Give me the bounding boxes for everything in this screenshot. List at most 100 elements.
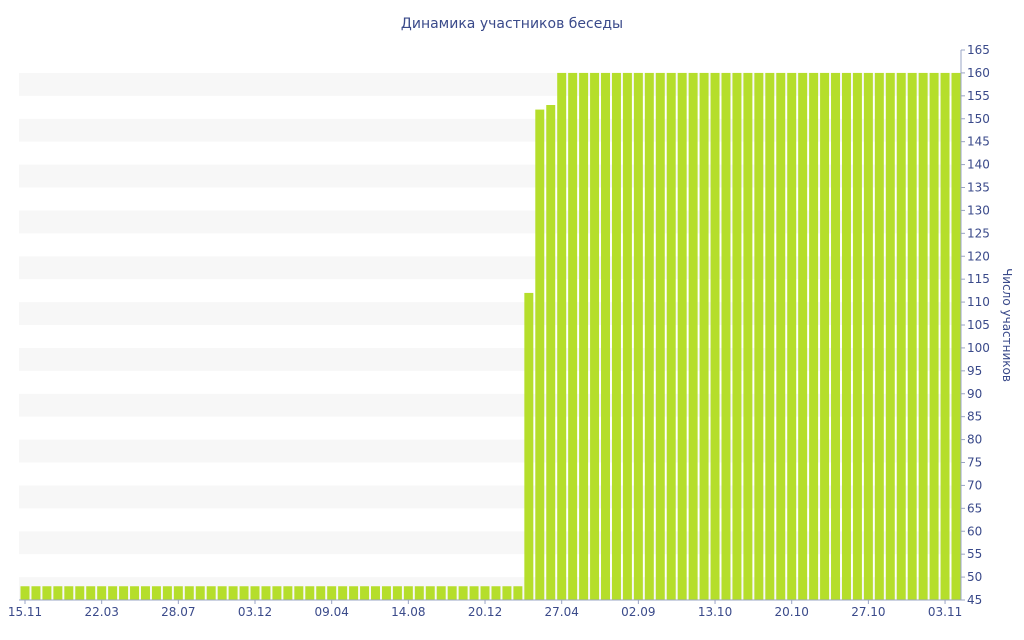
bar xyxy=(491,586,501,600)
bar xyxy=(195,586,205,600)
y-tick-label: 65 xyxy=(967,501,982,515)
y-tick-label: 50 xyxy=(967,570,982,584)
grid-band xyxy=(19,141,961,165)
bar xyxy=(590,72,600,600)
bar xyxy=(316,586,326,600)
bar xyxy=(929,72,939,600)
bar xyxy=(447,586,457,600)
bar xyxy=(820,72,830,600)
y-tick-label: 125 xyxy=(967,226,990,240)
bar xyxy=(53,586,63,600)
grid-band xyxy=(19,210,961,234)
bar xyxy=(469,586,479,600)
x-tick-label: 15.11 xyxy=(8,605,42,619)
x-tick-label: 02.09 xyxy=(621,605,655,619)
bar xyxy=(557,72,567,600)
bar xyxy=(611,72,621,600)
bar xyxy=(108,586,118,600)
grid-band xyxy=(19,118,961,142)
bar xyxy=(261,586,271,600)
grid-band xyxy=(19,370,961,394)
chart-title: Динамика участников беседы xyxy=(401,16,623,32)
bar xyxy=(546,105,556,600)
bar xyxy=(831,72,841,600)
y-tick-label: 95 xyxy=(967,364,982,378)
bar xyxy=(119,586,129,600)
y-tick-label: 105 xyxy=(967,318,990,332)
bar xyxy=(633,72,643,600)
y-tick-label: 55 xyxy=(967,547,982,561)
y-tick-label: 150 xyxy=(967,112,990,126)
y-tick-label: 45 xyxy=(967,593,982,607)
grid-band xyxy=(19,416,961,440)
bar xyxy=(699,72,709,600)
y-tick-label: 145 xyxy=(967,135,990,149)
y-tick-label: 60 xyxy=(967,524,982,538)
bar xyxy=(425,586,435,600)
bar xyxy=(42,586,52,600)
bar xyxy=(677,72,687,600)
bar xyxy=(392,586,402,600)
x-tick-label: 28.07 xyxy=(161,605,195,619)
bar xyxy=(151,586,161,600)
bar xyxy=(798,72,808,600)
y-tick-label: 110 xyxy=(967,295,990,309)
bar xyxy=(568,72,578,600)
bar xyxy=(371,586,380,600)
y-tick-label: 90 xyxy=(967,387,982,401)
grid-band xyxy=(19,462,961,486)
y-tick-label: 120 xyxy=(967,249,990,263)
bar xyxy=(951,72,961,600)
bar xyxy=(754,72,764,600)
bar xyxy=(140,586,150,600)
bar xyxy=(896,72,906,600)
bar xyxy=(338,586,348,600)
bar xyxy=(918,72,928,600)
bar xyxy=(403,586,413,600)
x-tick-label: 27.10 xyxy=(851,605,885,619)
x-tick-label: 20.12 xyxy=(468,605,502,619)
grid-band xyxy=(19,256,961,280)
grid-band xyxy=(19,50,961,73)
x-tick-label: 27.04 xyxy=(545,605,579,619)
bar xyxy=(666,72,676,600)
y-tick-label: 115 xyxy=(967,272,990,286)
bar xyxy=(97,586,107,600)
bar xyxy=(75,586,85,600)
bar xyxy=(841,72,851,600)
bar xyxy=(655,72,665,600)
grid-bands xyxy=(19,50,961,600)
bar xyxy=(20,586,30,600)
bars-group xyxy=(20,72,961,600)
y-tick-label: 155 xyxy=(967,89,990,103)
grid-band xyxy=(19,95,961,119)
bar xyxy=(64,586,74,600)
x-tick-label: 09.04 xyxy=(315,605,349,619)
bar xyxy=(206,586,216,600)
grid-band xyxy=(19,554,961,578)
bar xyxy=(228,586,238,600)
bar xyxy=(217,586,227,600)
bar xyxy=(162,586,172,600)
bar xyxy=(502,586,512,600)
bar xyxy=(349,586,359,600)
bar xyxy=(239,586,249,600)
bar xyxy=(940,72,950,600)
bar xyxy=(874,72,884,600)
bar xyxy=(732,72,742,600)
bar xyxy=(863,72,873,600)
y-tick-label: 140 xyxy=(967,158,990,172)
bar xyxy=(710,72,720,600)
bar xyxy=(327,586,337,600)
y-tick-label: 75 xyxy=(967,456,982,470)
bar xyxy=(644,72,654,600)
y-tick-label: 100 xyxy=(967,341,990,355)
bar xyxy=(513,586,523,600)
grid-band xyxy=(19,233,961,257)
bar xyxy=(480,586,490,600)
bar xyxy=(184,586,194,600)
bar xyxy=(885,72,895,600)
y-axis-title: Число участников xyxy=(1000,268,1014,382)
bar xyxy=(787,72,797,600)
bar xyxy=(283,586,293,600)
